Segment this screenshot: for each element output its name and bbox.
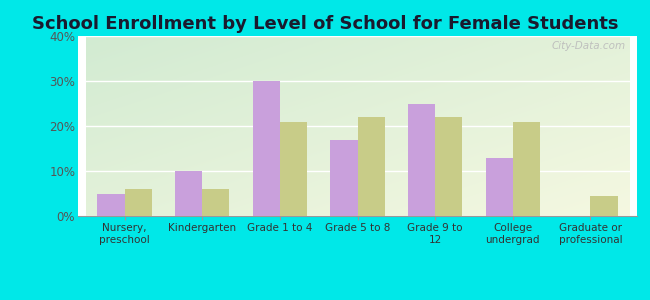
Bar	[98, 194, 125, 216]
Bar	[330, 140, 358, 216]
Bar	[513, 122, 540, 216]
Bar	[408, 103, 435, 216]
Bar	[435, 117, 462, 216]
Text: School Enrollment by Level of School for Female Students: School Enrollment by Level of School for…	[32, 15, 618, 33]
Bar	[253, 81, 280, 216]
Bar	[202, 189, 229, 216]
Bar	[486, 158, 513, 216]
Text: City-Data.com: City-Data.com	[552, 41, 626, 51]
Bar	[590, 196, 618, 216]
Bar	[280, 122, 307, 216]
Bar	[125, 189, 151, 216]
Bar	[175, 171, 202, 216]
Bar	[358, 117, 385, 216]
